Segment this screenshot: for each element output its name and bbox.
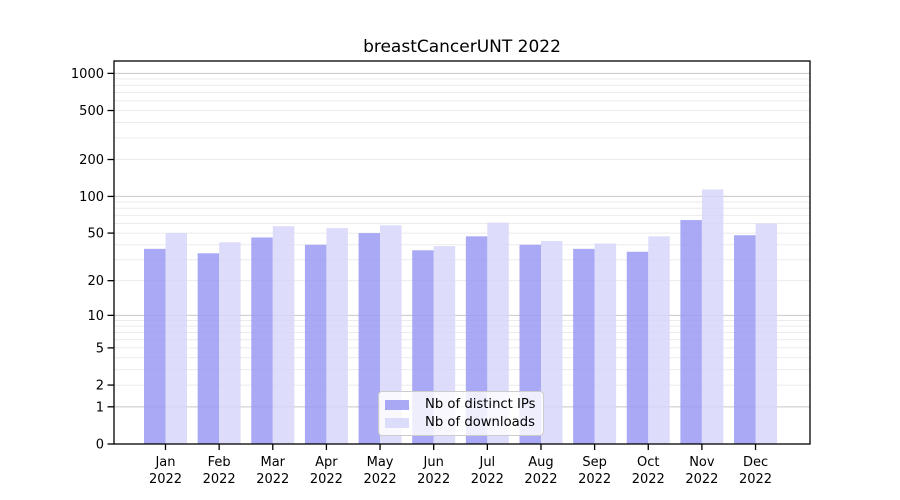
x-tick-label-year: 2022 bbox=[364, 472, 397, 487]
x-tick-label-month: Aug bbox=[528, 455, 553, 470]
y-tick-label: 1 bbox=[96, 400, 104, 415]
x-tick-label-month: Feb bbox=[208, 455, 231, 470]
x-tick-label-year: 2022 bbox=[685, 472, 718, 487]
y-tick-label: 5 bbox=[96, 341, 104, 356]
legend-label-downloads: Nb of downloads bbox=[425, 415, 535, 430]
x-tick-label-year: 2022 bbox=[149, 472, 182, 487]
bar-distinct-ips-mar bbox=[251, 237, 273, 444]
bar-downloads-may bbox=[380, 225, 402, 444]
y-tick-label: 50 bbox=[87, 227, 104, 242]
x-tick-label-month: Mar bbox=[261, 455, 286, 470]
bar-downloads-apr bbox=[326, 228, 348, 444]
x-tick-label-year: 2022 bbox=[256, 472, 289, 487]
bar-downloads-jan bbox=[165, 233, 187, 444]
bar-downloads-dec bbox=[755, 223, 778, 444]
x-tick-label-month: Nov bbox=[689, 455, 715, 470]
bar-downloads-nov bbox=[701, 189, 724, 444]
y-tick-label: 10 bbox=[87, 309, 104, 324]
x-tick-label-month: Jul bbox=[478, 455, 495, 470]
bar-distinct-ips-oct bbox=[626, 251, 649, 444]
bar-downloads-sep bbox=[594, 243, 617, 444]
x-tick-label-month: Dec bbox=[743, 455, 768, 470]
x-tick-label-month: Sep bbox=[582, 455, 607, 470]
y-tick-label: 20 bbox=[87, 274, 104, 289]
y-tick-label: 0 bbox=[96, 438, 104, 453]
y-tick-label: 2 bbox=[96, 379, 104, 394]
bar-distinct-ips-sep bbox=[573, 248, 595, 444]
bar-downloads-feb bbox=[219, 242, 241, 444]
bar-distinct-ips-may bbox=[358, 233, 381, 444]
x-tick-label-month: Jan bbox=[154, 455, 175, 470]
x-tick-label-year: 2022 bbox=[632, 472, 665, 487]
x-tick-label-year: 2022 bbox=[203, 472, 236, 487]
x-tick-label-month: Jun bbox=[423, 455, 444, 470]
y-tick-label: 200 bbox=[79, 153, 104, 168]
bar-distinct-ips-jan bbox=[144, 248, 166, 444]
x-tick-label-month: Apr bbox=[315, 455, 338, 470]
bar-distinct-ips-apr bbox=[304, 244, 327, 444]
bar-distinct-ips-dec bbox=[734, 235, 756, 444]
bar-downloads-jul bbox=[487, 222, 509, 444]
plot-frame bbox=[113, 60, 811, 445]
bar-downloads-aug bbox=[540, 241, 563, 444]
y-tick-label: 500 bbox=[79, 104, 104, 119]
legend-entry-downloads: Nb of downloads bbox=[385, 414, 536, 432]
x-tick-label-year: 2022 bbox=[417, 472, 450, 487]
x-tick-label-month: May bbox=[367, 455, 394, 470]
x-tick-label-year: 2022 bbox=[739, 472, 772, 487]
legend-swatch-downloads-icon bbox=[385, 418, 409, 428]
y-tick-label: 1000 bbox=[71, 67, 104, 82]
x-tick-label-year: 2022 bbox=[578, 472, 611, 487]
legend: Nb of distinct IPs Nb of downloads bbox=[378, 391, 544, 436]
legend-swatch-distinct-ips-icon bbox=[385, 400, 409, 410]
x-tick-label-month: Oct bbox=[637, 455, 659, 470]
bar-distinct-ips-nov bbox=[680, 220, 702, 444]
x-tick-label-year: 2022 bbox=[471, 472, 504, 487]
legend-label-distinct-ips: Nb of distinct IPs bbox=[425, 397, 536, 412]
y-tick-label: 100 bbox=[79, 190, 104, 205]
bar-downloads-oct bbox=[648, 236, 670, 444]
legend-entry-distinct-ips: Nb of distinct IPs bbox=[385, 396, 536, 414]
chart-title: breastCancerUNT 2022 bbox=[363, 37, 561, 57]
bar-distinct-ips-feb bbox=[197, 253, 220, 444]
x-tick-label-year: 2022 bbox=[310, 472, 343, 487]
bar-downloads-mar bbox=[272, 226, 295, 444]
x-tick-label-year: 2022 bbox=[524, 472, 557, 487]
